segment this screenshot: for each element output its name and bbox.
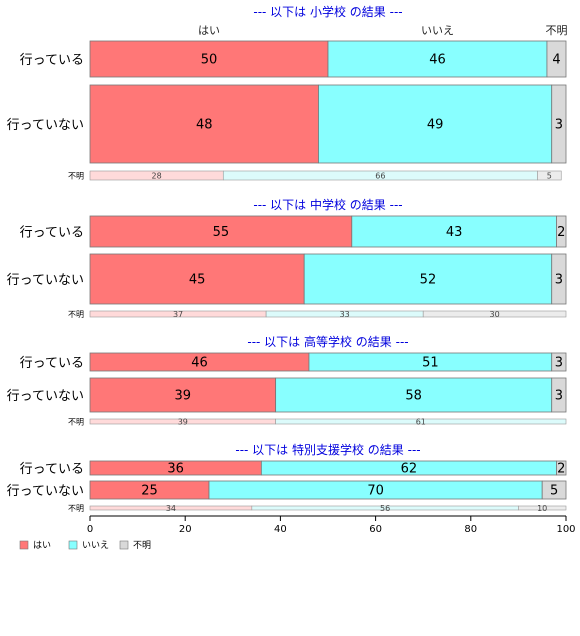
bar-segment bbox=[551, 352, 567, 372]
bar-segment bbox=[327, 40, 548, 78]
bar-segment bbox=[551, 253, 567, 305]
unknown-data-label: 30 bbox=[490, 310, 500, 319]
data-label: 70 bbox=[367, 484, 384, 499]
data-label: 3 bbox=[555, 389, 563, 404]
unknown-data-label: 34 bbox=[166, 504, 176, 513]
data-label: 4 bbox=[552, 53, 560, 68]
panel-title: --- 以下は 高等学校 の結果 --- bbox=[247, 334, 408, 349]
unknown-data-label: 37 bbox=[173, 310, 183, 319]
bar-segment bbox=[541, 480, 567, 500]
x-tick-label: 40 bbox=[274, 524, 287, 535]
legend-label: いいえ bbox=[82, 540, 109, 551]
data-label: 2 bbox=[557, 225, 565, 240]
column-header: いいえ bbox=[421, 24, 454, 37]
data-label: 51 bbox=[422, 356, 439, 371]
column-header: はい bbox=[198, 24, 220, 37]
bar-segment bbox=[89, 377, 277, 413]
row-label: 行っていない bbox=[7, 273, 84, 288]
x-tick-label: 20 bbox=[179, 524, 192, 535]
unknown-data-label: 5 bbox=[547, 172, 552, 181]
data-label: 36 bbox=[167, 462, 184, 477]
panel-title: --- 以下は 小学校 の結果 --- bbox=[253, 4, 402, 19]
bar-segment bbox=[89, 84, 319, 164]
unknown-bar-segment bbox=[422, 310, 567, 318]
x-tick-label: 80 bbox=[464, 524, 477, 535]
data-label: 2 bbox=[557, 462, 565, 477]
data-label: 39 bbox=[175, 389, 192, 404]
legend-label: 不明 bbox=[133, 540, 151, 551]
row-label: 行っている bbox=[20, 356, 84, 371]
unknown-data-label: 61 bbox=[416, 418, 426, 427]
data-label: 48 bbox=[196, 118, 213, 133]
row-label: 行っていない bbox=[7, 118, 84, 133]
x-tick-label: 0 bbox=[87, 524, 93, 535]
bar-segment bbox=[303, 253, 553, 305]
x-tick-label: 100 bbox=[556, 524, 575, 535]
data-label: 52 bbox=[420, 273, 437, 288]
legend-swatch bbox=[68, 540, 78, 550]
unknown-data-label: 10 bbox=[537, 504, 547, 513]
legend-swatch bbox=[119, 540, 129, 550]
data-label: 50 bbox=[201, 53, 218, 68]
legend-swatch bbox=[19, 540, 29, 550]
unknown-data-label: 33 bbox=[340, 310, 350, 319]
data-label: 62 bbox=[401, 462, 418, 477]
bar-segment bbox=[551, 84, 567, 164]
unknown-row-label: 不明 bbox=[68, 504, 84, 513]
unknown-data-label: 28 bbox=[152, 172, 162, 181]
data-label: 5 bbox=[550, 484, 558, 499]
unknown-row-label: 不明 bbox=[68, 418, 84, 427]
data-label: 46 bbox=[429, 53, 446, 68]
data-label: 3 bbox=[555, 118, 563, 133]
bar-segment bbox=[318, 84, 553, 164]
bar-segment bbox=[551, 377, 567, 413]
data-label: 58 bbox=[405, 389, 422, 404]
data-label: 45 bbox=[189, 273, 206, 288]
column-header: 不明 bbox=[545, 24, 567, 37]
unknown-data-label: 39 bbox=[178, 418, 188, 427]
row-label: 行っていない bbox=[7, 389, 84, 404]
bar-segment bbox=[546, 40, 567, 78]
data-label: 3 bbox=[555, 273, 563, 288]
panel-title: --- 以下は 特別支援学校 の結果 --- bbox=[235, 442, 420, 457]
bar-segment bbox=[89, 253, 305, 305]
bar-segment bbox=[89, 215, 353, 248]
row-label: 行っている bbox=[20, 226, 84, 241]
panel-title: --- 以下は 中学校 の結果 --- bbox=[253, 197, 402, 212]
data-label: 25 bbox=[141, 484, 158, 499]
bar-segment bbox=[275, 377, 553, 413]
bar-segment bbox=[351, 215, 557, 248]
data-label: 3 bbox=[555, 356, 563, 371]
unknown-bar-segment bbox=[537, 170, 562, 181]
unknown-bar-segment bbox=[275, 418, 567, 425]
unknown-data-label: 66 bbox=[375, 172, 385, 181]
data-label: 43 bbox=[446, 225, 463, 240]
data-label: 55 bbox=[213, 225, 230, 240]
unknown-bar-segment bbox=[518, 505, 567, 511]
bar-segment bbox=[556, 215, 567, 248]
legend-label: はい bbox=[33, 540, 51, 551]
bar-segment bbox=[89, 40, 329, 78]
unknown-row-label: 不明 bbox=[68, 310, 84, 319]
x-tick-label: 60 bbox=[369, 524, 382, 535]
data-label: 49 bbox=[427, 118, 444, 133]
unknown-row-label: 不明 bbox=[68, 172, 84, 181]
unknown-data-label: 56 bbox=[380, 504, 390, 513]
row-label: 行っている bbox=[20, 53, 84, 68]
row-label: 行っている bbox=[20, 462, 84, 477]
data-label: 46 bbox=[191, 356, 208, 371]
row-label: 行っていない bbox=[7, 484, 84, 499]
bar-segment bbox=[556, 460, 567, 476]
